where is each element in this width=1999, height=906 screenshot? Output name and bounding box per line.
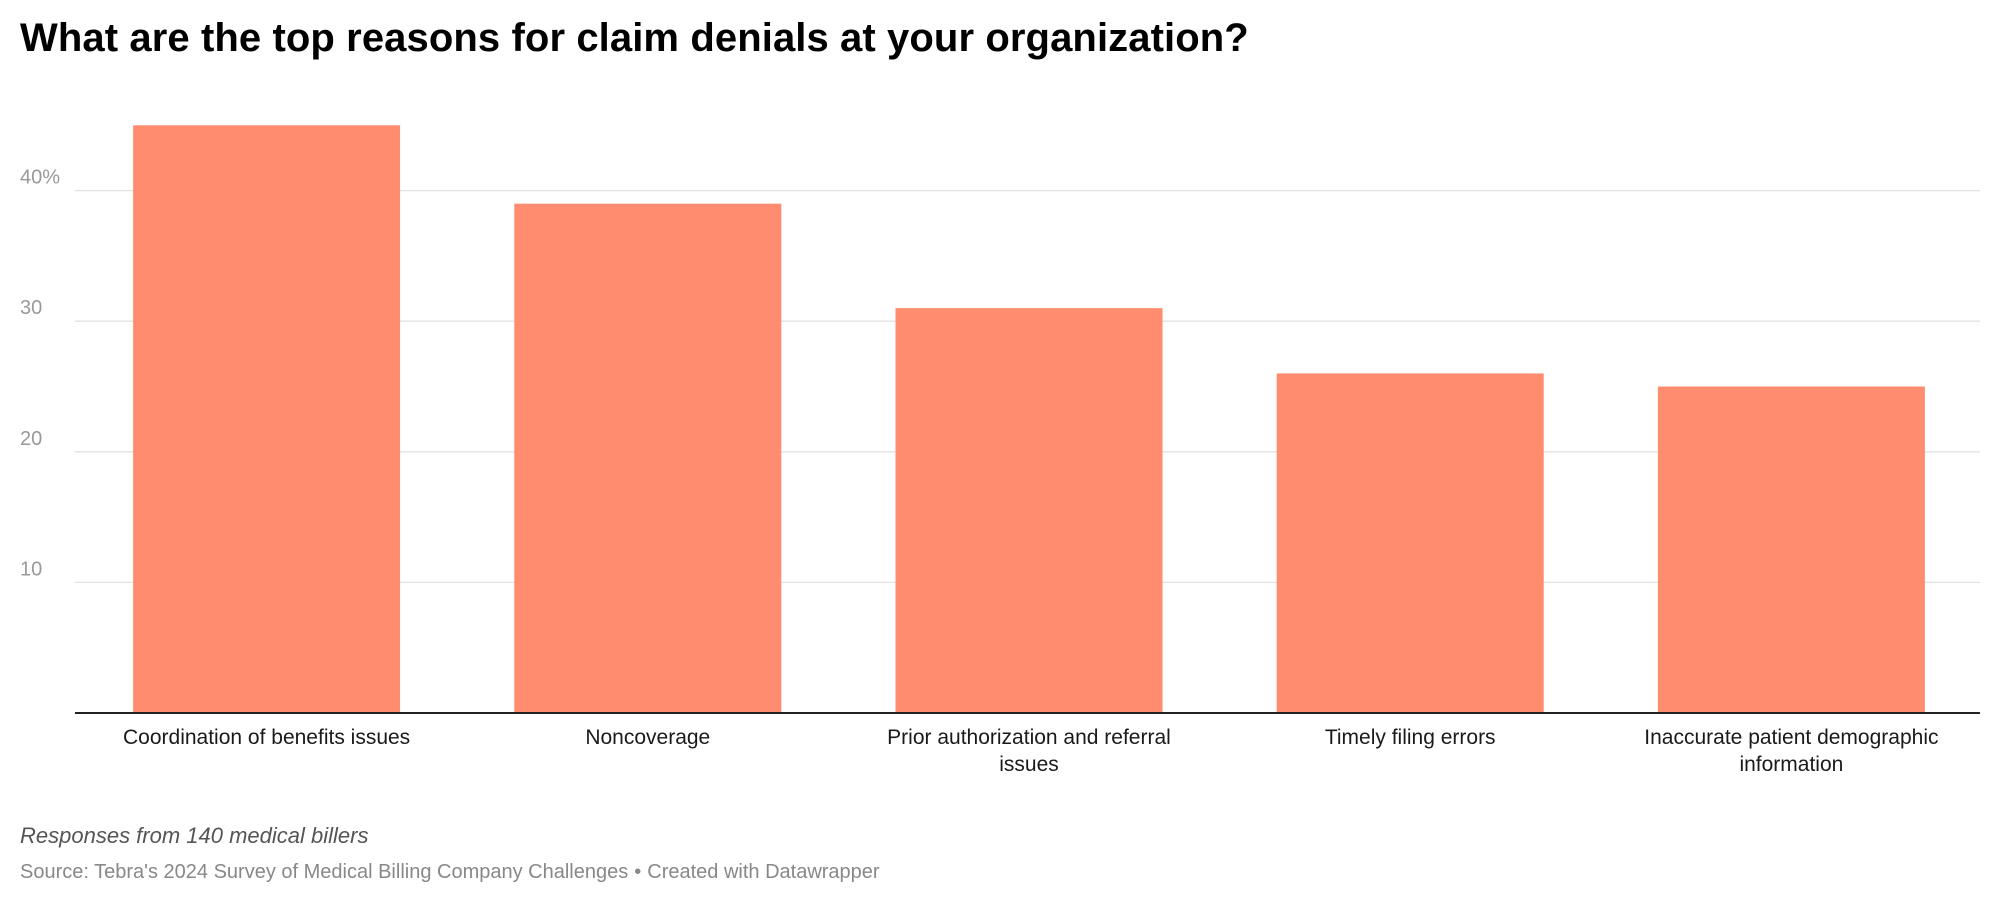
bar — [133, 125, 401, 714]
y-tick-label: 40% — [20, 167, 60, 189]
x-tick-label: Inaccurate patient demographic — [1644, 726, 1938, 749]
bar — [895, 308, 1163, 713]
bar — [1657, 386, 1925, 713]
datawrapper-credit: Created with Datawrapper — [647, 861, 880, 883]
bar — [514, 203, 782, 713]
x-tick-label: Prior authorization and referral — [887, 726, 1171, 749]
chart-notes: Responses from 140 medical billers — [20, 823, 369, 848]
source-separator: • — [634, 861, 642, 883]
y-tick-label: 30 — [20, 297, 42, 319]
y-tick-label: 10 — [20, 558, 42, 580]
y-tick-label: 20 — [20, 428, 42, 450]
bar — [1276, 373, 1544, 713]
x-tick-label: information — [1739, 753, 1843, 776]
x-tick-label: Noncoverage — [585, 726, 710, 749]
x-tick-label: Coordination of benefits issues — [123, 726, 410, 749]
chart-title: What are the top reasons for claim denia… — [20, 16, 1249, 60]
x-tick-label: issues — [999, 753, 1059, 776]
chart-source: Source: Tebra's 2024 Survey of Medical B… — [20, 861, 880, 884]
x-tick-label: Timely filing errors — [1325, 726, 1496, 749]
source-label: Source: Tebra's 2024 Survey of Medical B… — [20, 861, 629, 883]
